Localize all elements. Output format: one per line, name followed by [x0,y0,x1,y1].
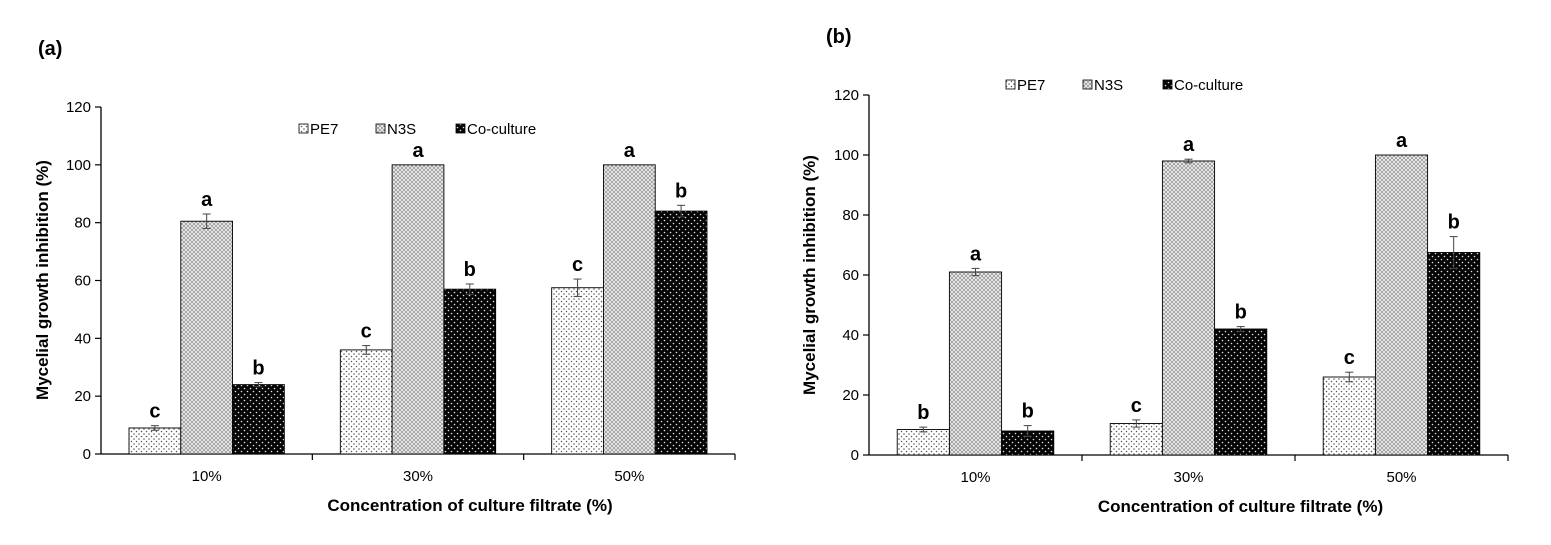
panel-label: (a) [38,38,62,60]
significance-letter: b [1448,212,1460,234]
legend-label-n3s: N3S [1094,77,1123,94]
panel-label: (b) [826,26,852,48]
significance-letter: b [675,180,687,202]
significance-letter: c [572,254,583,276]
legend-swatch-n3s [375,123,386,134]
y-tick-label: 120 [834,87,859,104]
bar-co-culture [1427,252,1481,456]
y-tick-label: 80 [74,215,91,232]
y-axis-title: Mycelial growth inhibition (%) [33,160,52,400]
significance-letter: c [361,321,372,343]
y-tick-label: 20 [74,388,91,405]
x-axis-title: Concentration of culture filtrate (%) [327,496,612,515]
x-tick-label: 10% [960,469,990,486]
y-tick-label: 60 [74,273,91,290]
legend-label-n3s: N3S [387,121,416,138]
bar-n3s [180,220,234,455]
legend-swatch-pe7 [298,123,309,134]
bar-n3s [948,271,1003,456]
legend: PE7 N3S Co-culture [298,121,536,138]
bar-n3s [602,164,656,455]
y-tick-label: 40 [842,327,859,344]
bar-pe7 [551,287,604,455]
legend-label-pe7: PE7 [1017,77,1045,94]
y-axis-title: Mycelial growth inhibition (%) [800,155,819,395]
x-tick-label: 50% [614,468,644,485]
y-tick-label: 120 [66,99,91,116]
legend-label-co-culture: Co-culture [1174,77,1243,94]
y-tick-label: 20 [842,387,859,404]
bar-n3s [391,164,445,455]
y-tick-label: 100 [66,157,91,174]
significance-letter: c [1131,395,1142,417]
significance-letter: c [149,401,160,423]
legend-label-co-culture: Co-culture [467,121,536,138]
legend-swatch-pe7 [1005,79,1016,90]
y-tick-label: 80 [842,207,859,224]
x-tick-label: 50% [1386,469,1416,486]
bar-n3s [1161,160,1216,456]
significance-letter: a [412,140,424,162]
x-tick-label: 30% [1173,469,1203,486]
significance-letter: b [1022,401,1034,423]
chart-panel: (a) 0 20 40 60 80 100 120 10% c a b 30% c a b 50% c a b Conc… [33,38,736,515]
bar-co-culture [1214,328,1268,456]
y-tick-label: 60 [842,267,859,284]
bar-pe7 [1109,423,1163,456]
y-tick-label: 0 [851,447,859,464]
significance-letter: a [1183,134,1195,156]
y-tick-label: 40 [74,330,91,347]
x-tick-label: 10% [192,468,222,485]
x-axis-title: Concentration of culture filtrate (%) [1098,497,1383,516]
significance-letter: b [1235,302,1247,324]
significance-letter: b [917,402,929,424]
chart-panel: (b) 0 20 40 60 80 100 120 10% b a b 30% c a b 50% c a b Conc… [800,26,1509,516]
significance-letter: b [464,259,476,281]
y-tick-label: 100 [834,147,859,164]
legend-label-pe7: PE7 [310,121,338,138]
significance-letter: a [201,189,213,211]
bar-pe7 [128,427,182,455]
legend-swatch-co-culture [455,123,466,134]
bar-co-culture [232,384,285,455]
y-tick-label: 0 [83,446,91,463]
significance-letter: a [970,243,982,265]
bar-co-culture [443,288,497,455]
bar-pe7 [1322,376,1376,456]
significance-letter: c [1344,347,1355,369]
legend-swatch-n3s [1082,79,1093,90]
x-tick-label: 30% [403,468,433,485]
bar-pe7 [896,429,950,456]
significance-letter: a [1396,130,1408,152]
significance-letter: b [252,358,264,380]
bar-co-culture [654,210,708,455]
bar-n3s [1374,154,1429,456]
legend: PE7 N3S Co-culture [1005,77,1243,94]
legend-swatch-co-culture [1162,79,1173,90]
bar-pe7 [339,349,393,455]
significance-letter: a [624,140,636,162]
